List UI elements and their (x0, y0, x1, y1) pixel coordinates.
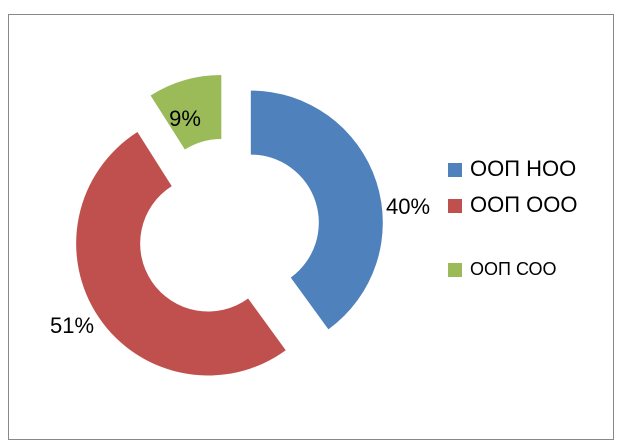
legend-label: ООП НОО (470, 156, 576, 181)
slice (76, 132, 286, 376)
legend-label: ООП СОО (470, 259, 557, 279)
legend-label: ООП ООО (470, 192, 578, 217)
data-label: 9% (169, 106, 201, 131)
data-label: 51% (50, 313, 94, 338)
legend-swatch (448, 199, 462, 213)
slice (150, 74, 222, 150)
data-label: 40% (386, 194, 430, 219)
legend-swatch (448, 163, 462, 177)
slice (250, 90, 383, 330)
legend-swatch (448, 263, 462, 277)
